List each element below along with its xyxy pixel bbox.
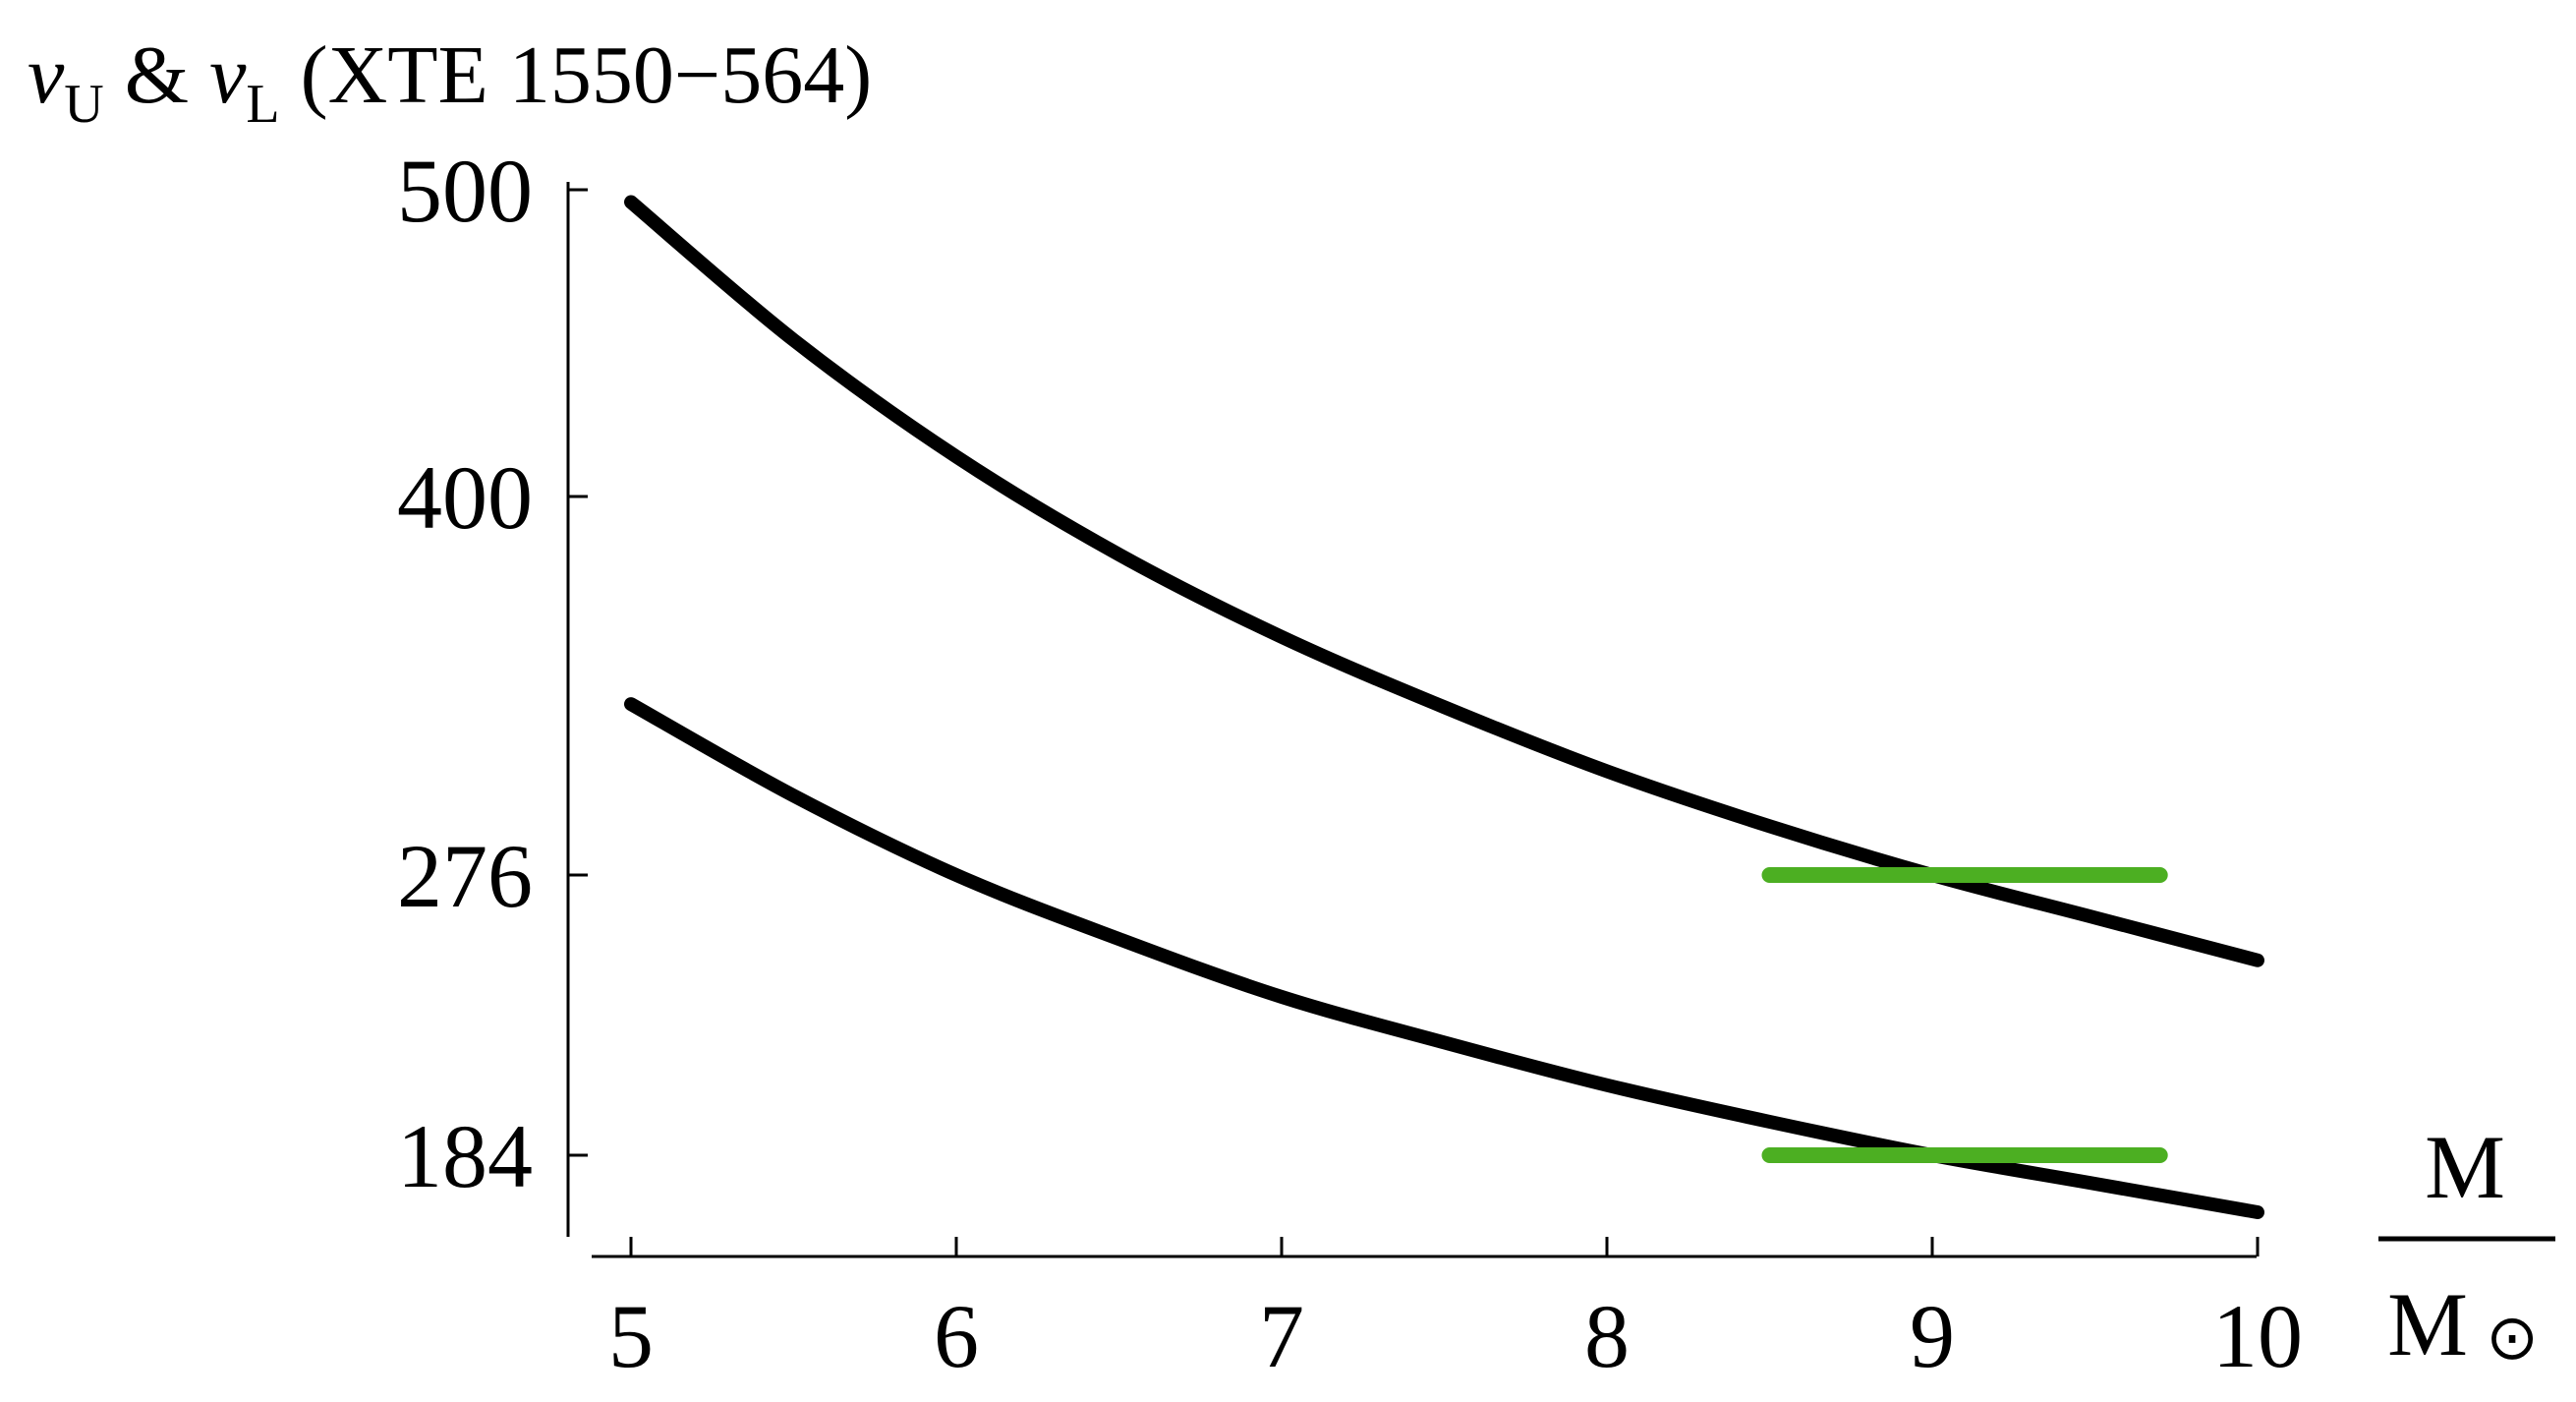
y-tick-label: 500 [397,141,533,241]
x-tick-label: 7 [1259,1286,1304,1386]
x-tick-label: 8 [1584,1286,1630,1386]
x-label-numerator: M [2425,1117,2505,1217]
title-rest: (XTE 1550−564) [280,29,873,121]
upper-curve [624,195,2264,967]
sun-symbol: ⊙ [2486,1302,2539,1374]
x-tick-label: 10 [2212,1286,2303,1386]
title-nu-u: ν [28,29,65,121]
title-sub-l: L [246,74,279,135]
title-amp: & [104,29,209,121]
title-nu-l: ν [209,29,247,121]
x-tick-label: 6 [934,1286,979,1386]
x-ticks: 5 6 7 8 9 10 [608,1237,2303,1386]
y-ticks: 184 276 400 500 [397,141,588,1206]
x-tick-label: 5 [608,1286,654,1386]
x-label-denominator: M [2387,1274,2468,1374]
y-tick-label: 400 [397,447,533,548]
y-tick-label: 276 [397,826,533,926]
series-group [624,195,2264,1219]
lower-curve [624,697,2264,1219]
x-tick-label: 9 [1910,1286,1955,1386]
x-axis-label: M M ⊙ [2378,1117,2555,1374]
title-sub-u: U [64,74,103,135]
bands-group [1761,867,2168,1163]
y-tick-label: 184 [397,1106,533,1206]
chart-title: νU & νL (XTE 1550−564) [28,29,872,135]
